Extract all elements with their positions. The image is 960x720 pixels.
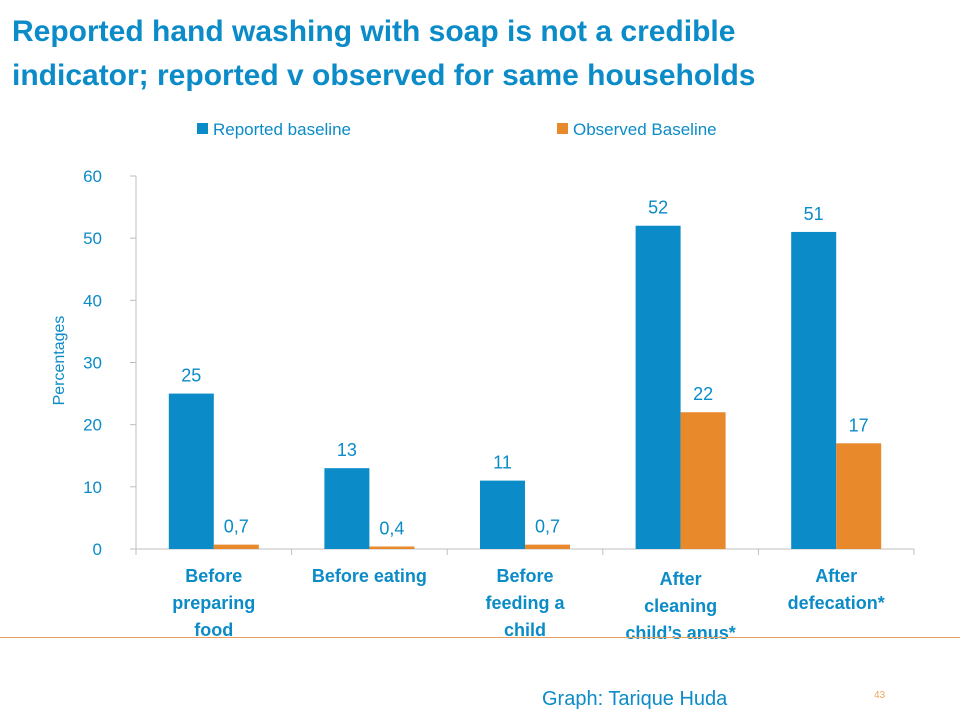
observed-data-label: 22	[693, 384, 713, 404]
x-category-label: cleaning	[644, 596, 717, 616]
observed-bar	[369, 546, 415, 549]
y-tick-label: 50	[83, 229, 102, 248]
y-tick-label: 10	[83, 478, 102, 497]
reported-bar	[168, 393, 214, 549]
x-category-label: Before eating	[312, 566, 427, 586]
x-category-label: Before	[185, 566, 242, 586]
slide-title: Reported hand washing with soap is not a…	[12, 10, 952, 98]
legend-label-reported: Reported baseline	[213, 120, 351, 139]
legend-swatch-reported	[197, 123, 208, 134]
x-category-label: defecation*	[788, 593, 885, 613]
legend-label-observed: Observed Baseline	[573, 120, 717, 139]
observed-bar	[525, 544, 570, 549]
x-category-label: After	[815, 566, 857, 586]
x-category-label: child	[504, 620, 546, 640]
reported-bar	[480, 480, 525, 549]
reported-data-label: 51	[804, 204, 824, 224]
x-category-label: Before	[496, 566, 553, 586]
y-tick-label: 0	[93, 540, 102, 559]
x-category-label: After	[660, 569, 702, 589]
slide-title-line-2: indicator; reported v observed for same …	[12, 59, 756, 92]
y-tick-label: 20	[83, 416, 102, 435]
y-tick-label: 30	[83, 354, 102, 373]
reported-data-label: 13	[337, 440, 357, 460]
reported-bar	[324, 468, 370, 549]
footer-divider	[0, 637, 960, 638]
x-category-label: feeding a	[485, 593, 565, 613]
observed-bar	[213, 544, 259, 549]
graph-credit: Graph: Tarique Huda	[542, 688, 728, 710]
observed-data-label: 0,7	[535, 517, 560, 537]
x-category-label: food	[194, 620, 233, 640]
observed-data-label: 17	[849, 415, 869, 435]
observed-data-label: 0,4	[379, 519, 404, 539]
reported-bar	[635, 225, 681, 549]
reported-data-label: 52	[648, 198, 668, 218]
observed-bar	[680, 412, 726, 549]
reported-bar	[791, 231, 837, 549]
slide-title-line-1: Reported hand washing with soap is not a…	[12, 15, 736, 48]
reported-data-label: 11	[493, 453, 512, 473]
slide-number: 43	[874, 690, 886, 701]
legend-swatch-observed	[557, 123, 568, 134]
legend-item-reported: Reported baseline	[197, 120, 351, 140]
legend-item-observed: Observed Baseline	[557, 120, 717, 140]
y-tick-label: 60	[83, 167, 102, 186]
x-category-label: preparing	[172, 593, 255, 613]
observed-bar	[836, 443, 882, 549]
y-tick-label: 40	[83, 291, 102, 310]
x-category-label: child’s anus*	[625, 623, 735, 643]
observed-data-label: 0,7	[224, 517, 249, 537]
y-axis-title: Percentages	[51, 316, 68, 406]
chart-legend: Reported baseline Observed Baseline	[0, 120, 960, 140]
reported-data-label: 25	[181, 366, 201, 386]
